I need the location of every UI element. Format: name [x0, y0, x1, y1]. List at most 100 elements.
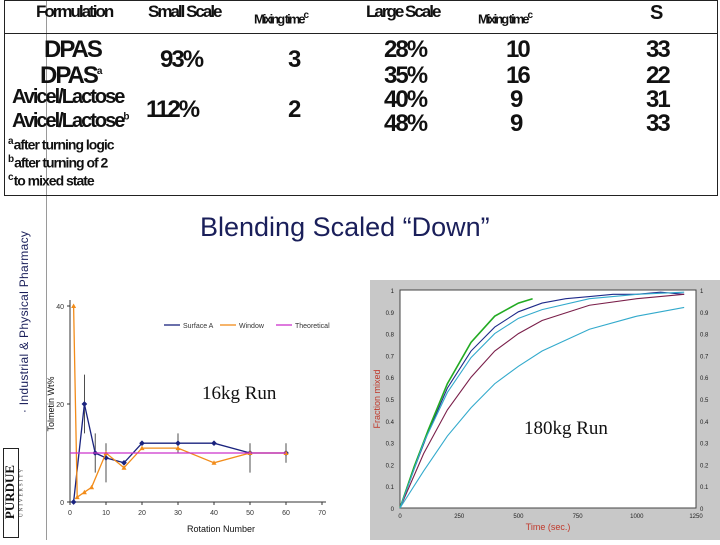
left-point-window — [211, 460, 217, 465]
note-a-text: after turning logic — [13, 136, 115, 153]
left-legend-label: Window — [239, 323, 265, 330]
right-y-tick-label: 0.5 — [386, 398, 395, 404]
left-point-window — [81, 489, 87, 495]
row-1-small-time: 3 — [288, 46, 301, 73]
results-table — [4, 0, 718, 196]
right-series-line-1 — [399, 297, 533, 509]
left-point-window — [89, 484, 95, 490]
right-y-tick-label: 0.9 — [386, 311, 395, 317]
table-header-mixing-time-small-sup: c — [303, 10, 310, 21]
right-y-tick-label-right: 0.3 — [700, 442, 709, 448]
table-header-mixing-time-small-text: Mixing time — [254, 11, 305, 27]
left-x-tick-label: 20 — [138, 510, 146, 517]
right-y-tick-label-right: 0.6 — [700, 376, 709, 382]
right-y-tick-label: 0.6 — [386, 376, 395, 382]
left-chart-svg: 0 20 40 0 10 20 30 40 50 60 70 Rotation Number Tolme… — [46, 300, 330, 534]
left-x-tick-label: 10 — [102, 510, 110, 517]
right-y-tick-label: 0.8 — [386, 333, 395, 339]
right-y-tick-label: 0.4 — [386, 420, 395, 426]
sidebar-divider — [46, 0, 47, 540]
right-x-tick-label: 750 — [573, 514, 584, 520]
right-y-axis-label: Fraction mixed — [372, 369, 382, 428]
row-4-sup: b — [123, 111, 130, 123]
right-x-tick-label: 1000 — [630, 514, 644, 520]
left-point-surface-a — [121, 459, 127, 466]
left-y-axis-label: Tolmetin Wt% — [46, 376, 56, 431]
right-x-tick-label: 500 — [513, 514, 524, 520]
right-x-tick-label: 0 — [398, 514, 402, 520]
note-c-text: to mixed state — [13, 172, 95, 189]
table-header-divider — [4, 33, 718, 34]
right-y-tick-label-right: 0.5 — [700, 398, 709, 404]
table-header-s: S — [650, 2, 663, 24]
sidebar: · Industrial & Physical Pharmacy PURDUE … — [0, 0, 46, 540]
left-point-surface-a — [81, 401, 88, 407]
row-4-large-time: 9 — [510, 110, 523, 137]
row-2-sup: a — [96, 66, 103, 77]
left-x-axis-label: Rotation Number — [187, 524, 255, 534]
left-point-surface-a — [70, 499, 77, 505]
left-point-window — [74, 494, 80, 500]
row-3-formulation: Avicel/Lactose — [12, 86, 125, 108]
right-y-tick-label: 0.2 — [386, 463, 395, 469]
left-y-tick-label: 0 — [60, 500, 64, 507]
row-3-small-time: 2 — [288, 96, 301, 123]
right-y-tick-label-right: 1 — [700, 289, 704, 295]
left-x-tick-label: 30 — [174, 510, 182, 517]
right-x-tick-label: 1250 — [689, 514, 703, 520]
left-point-window — [175, 445, 181, 451]
right-x-tick-label: 250 — [454, 514, 465, 520]
row-1-large: 28% — [384, 36, 428, 63]
note-c: cto mixed state — [8, 172, 95, 189]
row-2-s: 22 — [646, 62, 671, 89]
left-x-tick-label: 40 — [210, 510, 218, 517]
table-header-mixing-time-large-text: Mixing time — [478, 11, 529, 27]
row-2-formulation: DPASa — [40, 62, 102, 90]
right-series-line-4 — [399, 306, 685, 509]
right-plot-area — [399, 289, 697, 509]
note-b-sup: b — [8, 154, 15, 165]
right-series-line-3 — [399, 291, 685, 509]
right-y-tick-label: 0.3 — [386, 442, 395, 448]
right-y-tick-label: 0.1 — [386, 485, 395, 491]
row-4-formulation: Avicel/Lactoseb — [12, 110, 129, 133]
right-y-tick-label-right: 0.8 — [700, 333, 709, 339]
row-3-large: 40% — [384, 86, 428, 113]
right-y-tick-label-right: 0.9 — [700, 311, 709, 317]
right-y-tick-label-right: 0.7 — [700, 354, 709, 360]
purdue-logo-sub: UNIVERSITY — [19, 467, 25, 517]
right-x-axis-label: Time (sec.) — [526, 522, 571, 532]
left-point-window — [121, 465, 127, 470]
left-point-surface-a — [211, 440, 217, 447]
table-header-mixing-time-large: Mixing timec — [478, 10, 533, 26]
right-y-tick-label-right: 0 — [700, 507, 704, 513]
left-point-window — [71, 303, 77, 308]
note-b: bafter turning of 2 — [8, 154, 108, 171]
left-chart-run-label: 16kg Run — [202, 383, 277, 404]
right-y-tick-label-right: 0.4 — [700, 420, 709, 426]
right-y-tick-label: 0.7 — [386, 354, 395, 360]
right-y-tick-label: 1 — [391, 289, 395, 295]
note-b-text: after turning of 2 — [14, 154, 108, 171]
row-4-large: 48% — [384, 110, 428, 137]
row-1-small: 93% — [160, 46, 204, 73]
row-3-s: 31 — [646, 86, 671, 113]
row-2-formulation-text: DPAS — [40, 62, 99, 89]
left-y-tick-label: 20 — [56, 402, 64, 409]
left-x-tick-label: 0 — [68, 510, 72, 517]
note-a: aafter turning logic — [8, 136, 115, 153]
purdue-logo: PURDUE — [2, 464, 17, 520]
left-legend-label: Theoretical — [295, 323, 330, 330]
table-header-formulation: Formulation — [36, 2, 114, 21]
row-4-s: 33 — [646, 110, 671, 137]
row-3-large-time: 9 — [510, 86, 523, 113]
left-point-surface-a — [139, 440, 145, 447]
right-chart-svg: 0 00.1 0.10.2 0.20.3 0.30.4 0.40.5 0.50.6 0.60.… — [370, 280, 720, 540]
right-y-tick-label-right: 0.2 — [700, 463, 709, 469]
row-2-large: 35% — [384, 62, 428, 89]
row-1-large-time: 10 — [506, 36, 531, 63]
right-chart-run-label: 180kg Run — [524, 418, 608, 439]
left-chart: 0 20 40 0 10 20 30 40 50 60 70 Rotation Number Tolme… — [46, 280, 366, 540]
table-header-mixing-time-large-sup: c — [527, 10, 534, 21]
right-y-tick-label: 0 — [391, 507, 395, 513]
